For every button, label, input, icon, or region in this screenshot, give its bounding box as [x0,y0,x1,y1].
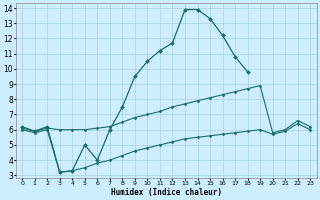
X-axis label: Humidex (Indice chaleur): Humidex (Indice chaleur) [111,188,222,197]
